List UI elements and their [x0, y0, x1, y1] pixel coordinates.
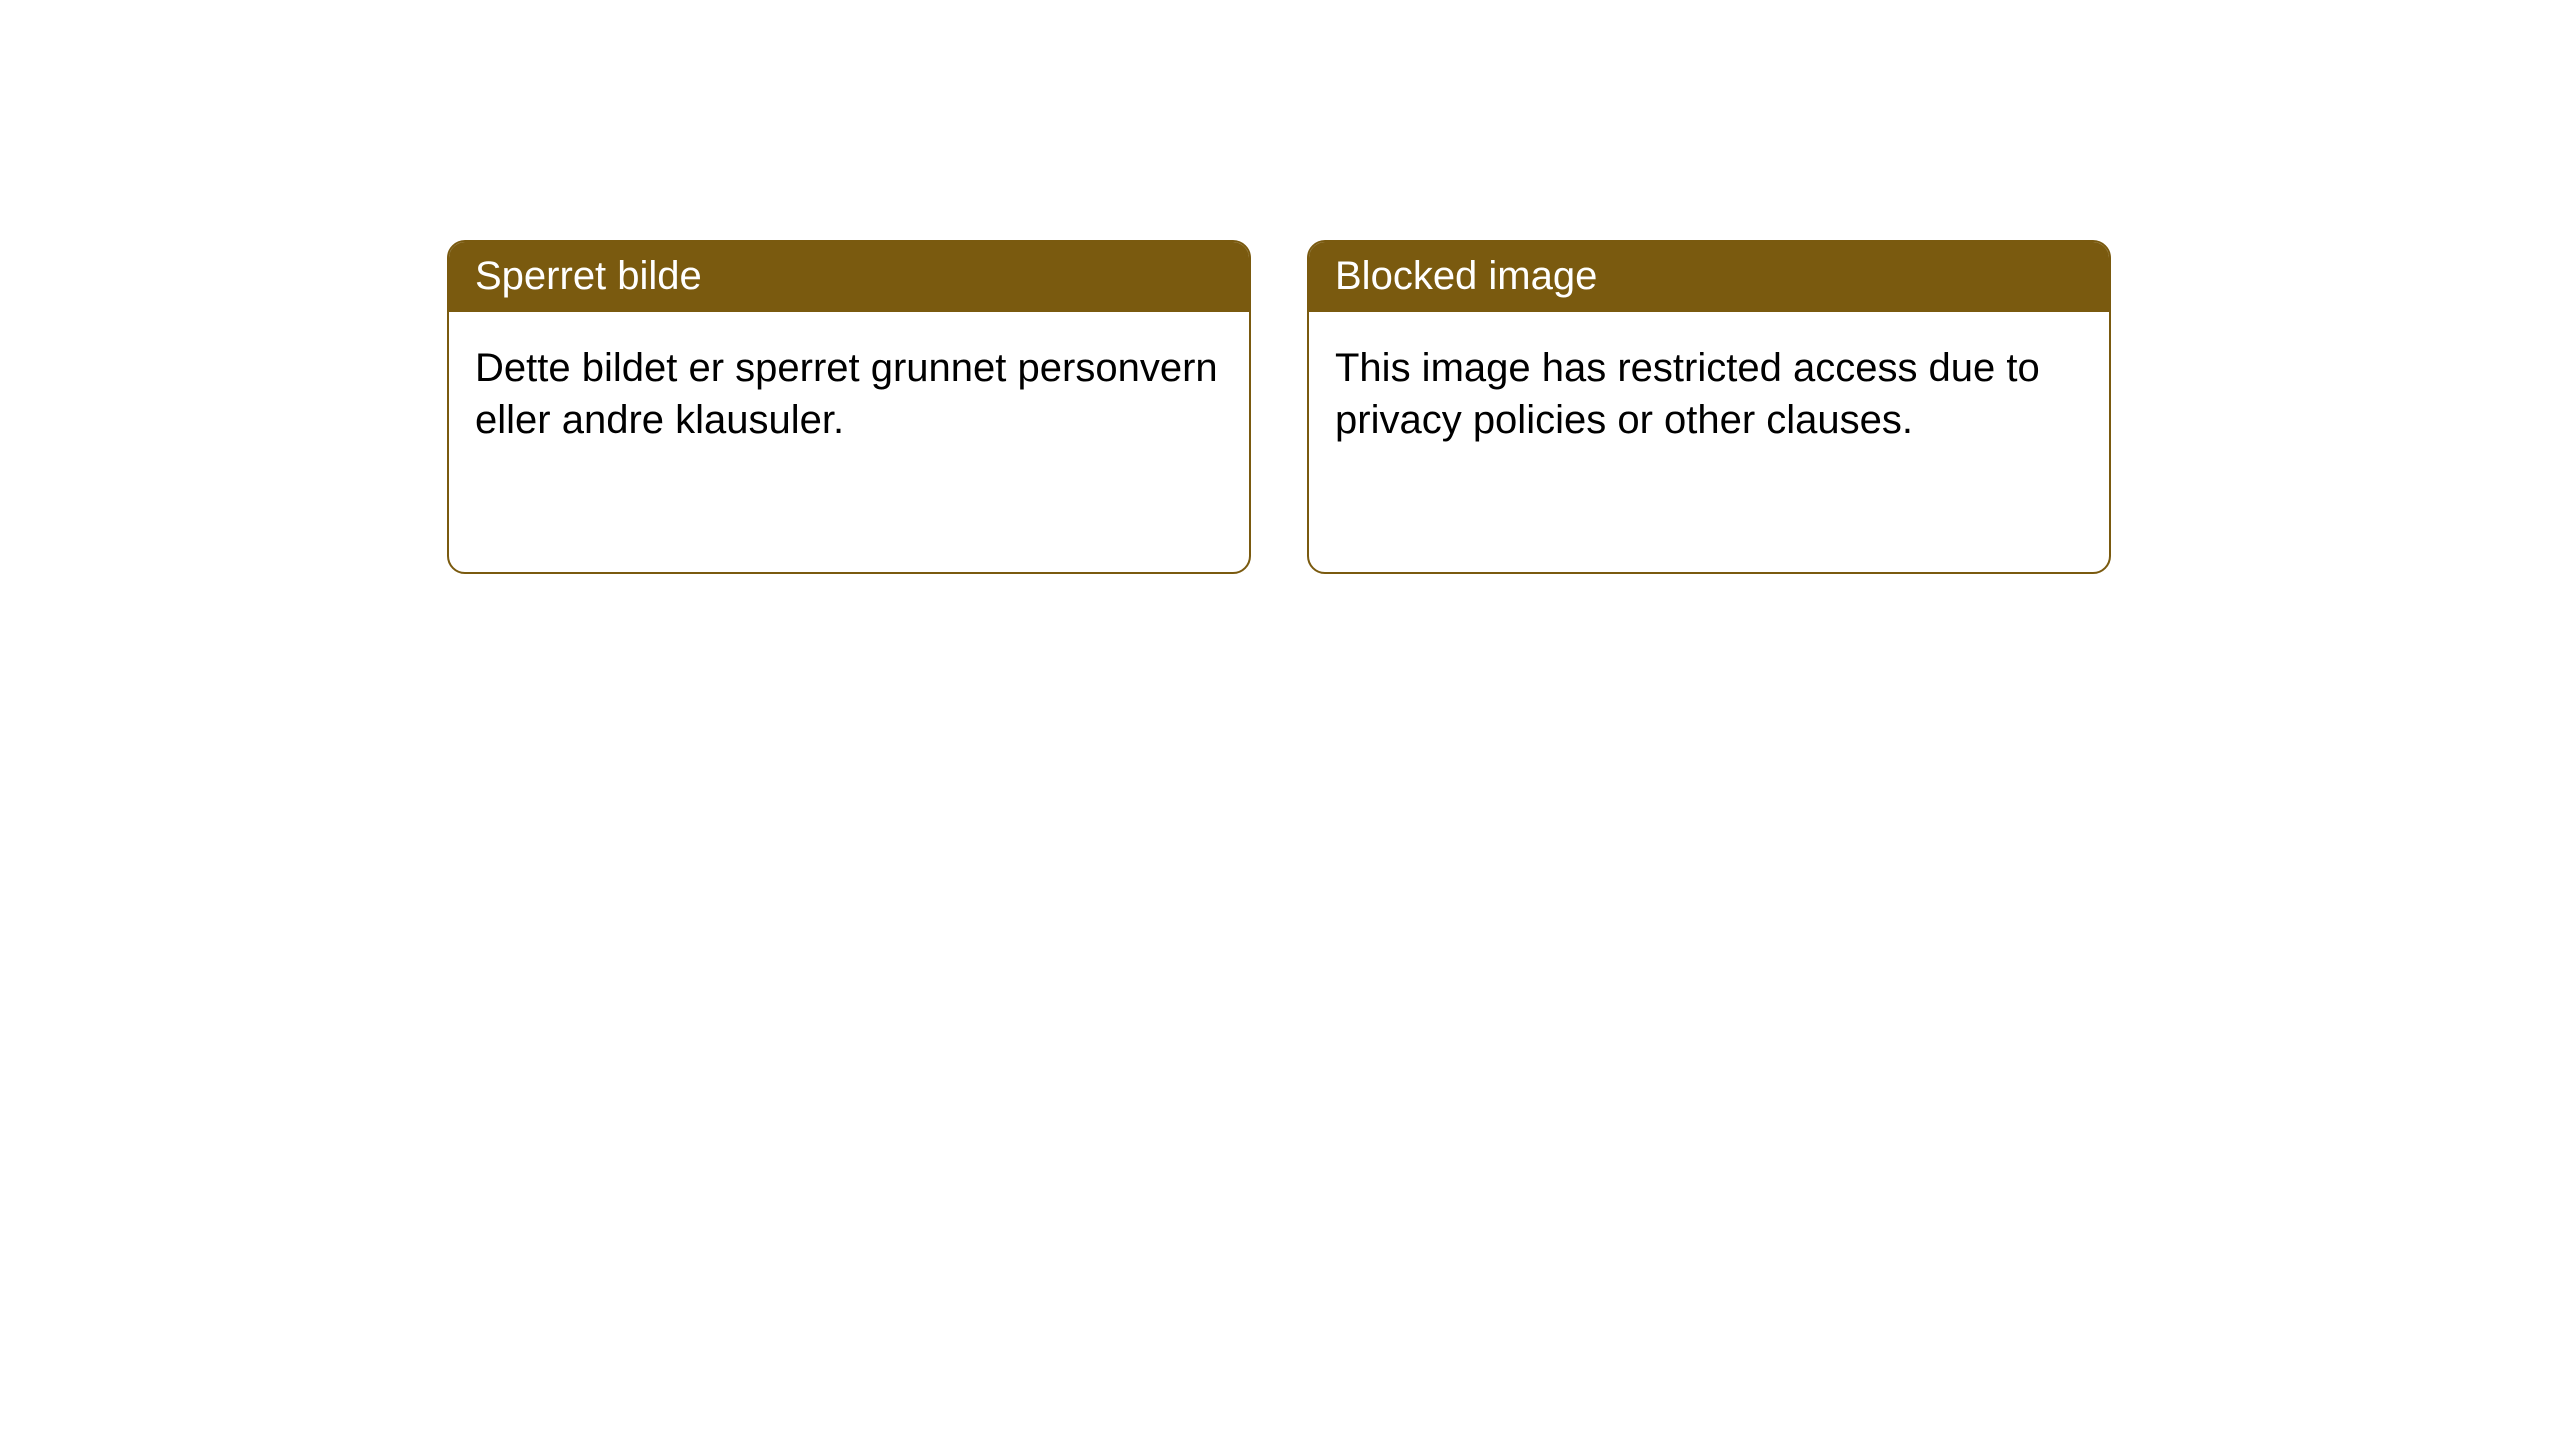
blocked-image-card-norwegian: Sperret bilde Dette bildet er sperret gr… [447, 240, 1251, 574]
card-message: This image has restricted access due to … [1335, 346, 2040, 442]
card-header: Sperret bilde [449, 242, 1249, 312]
card-body: Dette bildet er sperret grunnet personve… [449, 312, 1249, 476]
card-header: Blocked image [1309, 242, 2109, 312]
card-body: This image has restricted access due to … [1309, 312, 2109, 476]
card-message: Dette bildet er sperret grunnet personve… [475, 346, 1218, 442]
card-title: Blocked image [1335, 254, 1597, 298]
card-title: Sperret bilde [475, 254, 702, 298]
blocked-image-card-english: Blocked image This image has restricted … [1307, 240, 2111, 574]
notice-container: Sperret bilde Dette bildet er sperret gr… [447, 240, 2111, 574]
